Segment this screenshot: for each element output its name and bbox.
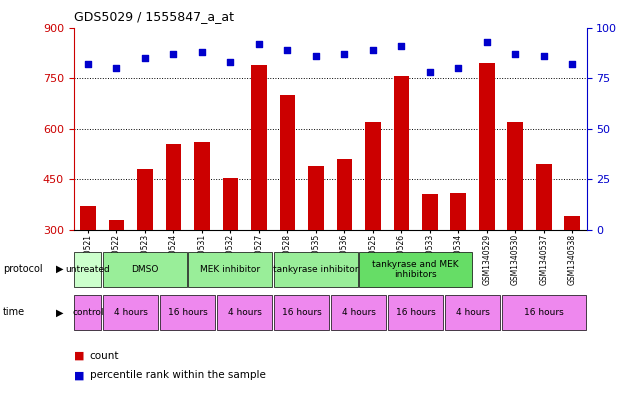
Bar: [365, 122, 381, 230]
Point: [339, 51, 349, 57]
FancyBboxPatch shape: [74, 295, 101, 330]
Point: [453, 65, 463, 71]
Bar: [308, 166, 324, 230]
Point: [83, 61, 93, 67]
FancyBboxPatch shape: [388, 295, 444, 330]
Text: 4 hours: 4 hours: [228, 308, 262, 317]
Bar: [137, 169, 153, 230]
Bar: [165, 144, 181, 230]
FancyBboxPatch shape: [103, 295, 158, 330]
Text: ▶: ▶: [56, 307, 63, 318]
Bar: [451, 193, 466, 230]
Point: [197, 49, 207, 55]
FancyBboxPatch shape: [274, 295, 329, 330]
Bar: [536, 164, 552, 230]
Text: 16 hours: 16 hours: [168, 308, 208, 317]
Text: ■: ■: [74, 370, 84, 380]
Bar: [279, 95, 296, 230]
Bar: [80, 206, 96, 230]
FancyBboxPatch shape: [274, 252, 358, 287]
Text: tankyrase and MEK
inhibitors: tankyrase and MEK inhibitors: [372, 259, 459, 279]
Point: [112, 65, 122, 71]
Text: 4 hours: 4 hours: [113, 308, 147, 317]
Bar: [479, 63, 495, 230]
FancyBboxPatch shape: [188, 252, 272, 287]
FancyBboxPatch shape: [502, 295, 586, 330]
FancyBboxPatch shape: [217, 295, 272, 330]
Point: [140, 55, 150, 61]
Bar: [565, 217, 580, 230]
Text: DMSO: DMSO: [131, 265, 158, 274]
FancyBboxPatch shape: [445, 295, 501, 330]
Bar: [394, 76, 409, 230]
Bar: [251, 64, 267, 230]
Point: [169, 51, 179, 57]
Text: control: control: [72, 308, 104, 317]
Text: 16 hours: 16 hours: [524, 308, 563, 317]
Text: 16 hours: 16 hours: [395, 308, 435, 317]
Text: 4 hours: 4 hours: [342, 308, 376, 317]
FancyBboxPatch shape: [74, 252, 101, 287]
Text: count: count: [90, 351, 119, 361]
Text: untreated: untreated: [65, 265, 110, 274]
Text: MEK inhibitor: MEK inhibitor: [201, 265, 260, 274]
Bar: [422, 195, 438, 230]
FancyBboxPatch shape: [331, 295, 387, 330]
Text: 16 hours: 16 hours: [282, 308, 322, 317]
FancyBboxPatch shape: [160, 295, 215, 330]
Point: [396, 42, 406, 49]
Text: protocol: protocol: [3, 264, 43, 274]
Point: [538, 53, 549, 59]
Bar: [222, 178, 238, 230]
Text: tankyrase inhibitor: tankyrase inhibitor: [273, 265, 358, 274]
Text: 4 hours: 4 hours: [456, 308, 490, 317]
Point: [225, 59, 235, 65]
FancyBboxPatch shape: [103, 252, 187, 287]
Text: time: time: [3, 307, 26, 318]
Text: ■: ■: [74, 351, 84, 361]
Text: GDS5029 / 1555847_a_at: GDS5029 / 1555847_a_at: [74, 10, 234, 23]
Point: [510, 51, 520, 57]
Point: [282, 47, 292, 53]
Bar: [508, 122, 523, 230]
Point: [567, 61, 578, 67]
Bar: [108, 220, 124, 230]
FancyBboxPatch shape: [360, 252, 472, 287]
Bar: [337, 159, 352, 230]
Text: percentile rank within the sample: percentile rank within the sample: [90, 370, 265, 380]
Point: [254, 40, 264, 47]
Point: [311, 53, 321, 59]
Point: [481, 39, 492, 45]
Bar: [194, 142, 210, 230]
Text: ▶: ▶: [56, 264, 63, 274]
Point: [368, 47, 378, 53]
Point: [425, 69, 435, 75]
